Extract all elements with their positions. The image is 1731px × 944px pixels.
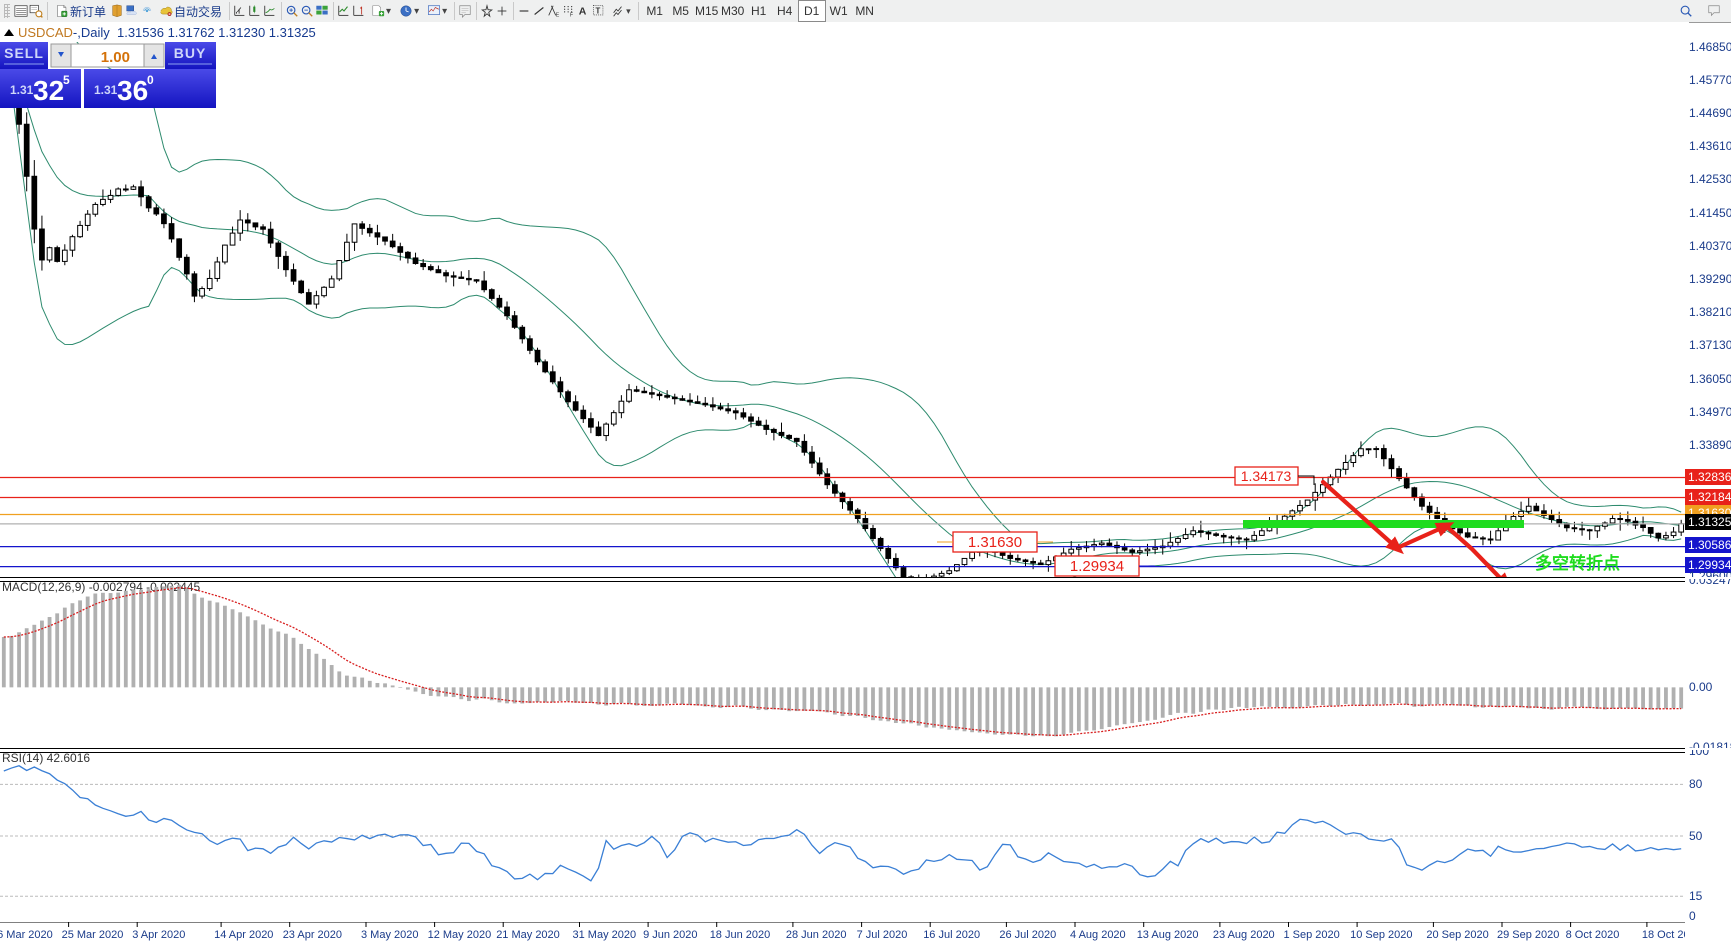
svg-text:31 May 2020: 31 May 2020 (573, 929, 637, 941)
svg-text:18 Jun 2020: 18 Jun 2020 (710, 929, 771, 941)
svg-text:3 May 2020: 3 May 2020 (361, 929, 418, 941)
svg-text:10 Sep 2020: 10 Sep 2020 (1350, 929, 1412, 941)
svg-text:BUY: BUY (174, 45, 207, 61)
svg-text:5: 5 (63, 73, 70, 87)
svg-text:18 Oct 2020: 18 Oct 2020 (1642, 929, 1685, 941)
svg-text:1.31: 1.31 (10, 83, 34, 97)
svg-text:25 Mar 2020: 25 Mar 2020 (62, 929, 124, 941)
svg-text:1 Sep 2020: 1 Sep 2020 (1284, 929, 1340, 941)
svg-text:1.00: 1.00 (101, 49, 130, 66)
svg-text:3 Apr 2020: 3 Apr 2020 (132, 929, 185, 941)
svg-text:8 Oct 2020: 8 Oct 2020 (1566, 929, 1620, 941)
svg-text:9 Jun 2020: 9 Jun 2020 (643, 929, 697, 941)
svg-text:A: A (579, 6, 587, 18)
svg-text:23 Apr 2020: 23 Apr 2020 (283, 929, 342, 941)
svg-text:1.34173: 1.34173 (1241, 468, 1292, 484)
svg-text:28 Jun 2020: 28 Jun 2020 (786, 929, 847, 941)
svg-text:4 Aug 2020: 4 Aug 2020 (1070, 929, 1126, 941)
svg-text:1.31: 1.31 (94, 83, 118, 97)
svg-text:0: 0 (147, 73, 154, 87)
svg-text:13 Aug 2020: 13 Aug 2020 (1137, 929, 1199, 941)
svg-text:1.31630: 1.31630 (968, 534, 1022, 551)
svg-text:16 Mar 2020: 16 Mar 2020 (0, 929, 53, 941)
svg-text:12 May 2020: 12 May 2020 (428, 929, 492, 941)
svg-text:1.29934: 1.29934 (1070, 558, 1124, 575)
svg-text:20 Sep 2020: 20 Sep 2020 (1426, 929, 1488, 941)
svg-text:23 Aug 2020: 23 Aug 2020 (1213, 929, 1275, 941)
svg-text:多空转折点: 多空转折点 (1535, 553, 1620, 573)
svg-text:14 Apr 2020: 14 Apr 2020 (214, 929, 273, 941)
svg-text:F: F (570, 13, 573, 18)
svg-text:26 Jul 2020: 26 Jul 2020 (999, 929, 1056, 941)
svg-text:29 Sep 2020: 29 Sep 2020 (1497, 929, 1559, 941)
svg-text:16 Jul 2020: 16 Jul 2020 (923, 929, 980, 941)
svg-text:36: 36 (117, 75, 148, 106)
svg-text:SELL: SELL (4, 45, 44, 61)
svg-text:T: T (596, 7, 601, 16)
svg-text:E: E (556, 12, 560, 18)
svg-text:32: 32 (33, 75, 64, 106)
svg-text:7 Jul 2020: 7 Jul 2020 (857, 929, 908, 941)
svg-text:21 May 2020: 21 May 2020 (496, 929, 560, 941)
